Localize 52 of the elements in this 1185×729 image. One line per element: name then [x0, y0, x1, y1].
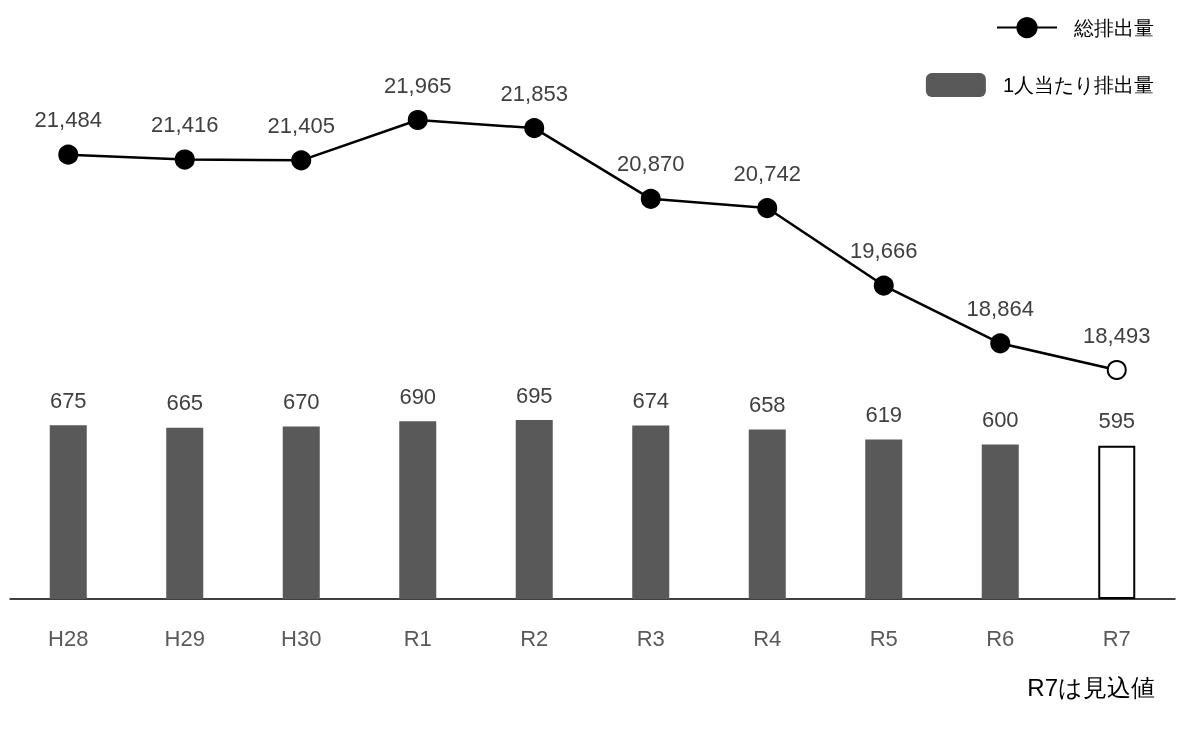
x-tick-label: H28: [48, 625, 89, 651]
data-label: 675: [49, 387, 87, 413]
x-tick-label: H30: [281, 625, 322, 651]
data-label: 20,742: [733, 160, 801, 186]
bar: [515, 420, 553, 599]
point: [524, 118, 545, 139]
data-label: 658: [748, 392, 786, 418]
x-tick-label: H29: [164, 625, 205, 651]
point: [291, 150, 312, 171]
bar: [282, 426, 320, 599]
legend-label: 1人当たり排出量: [1002, 74, 1154, 96]
x-tick-label: R4: [753, 625, 782, 651]
point: [58, 144, 79, 165]
bar: [49, 425, 87, 599]
data-label: 18,493: [1083, 322, 1151, 348]
x-tick-label: R2: [520, 625, 549, 651]
data-label: 695: [515, 382, 553, 408]
x-tick-label: R1: [403, 625, 432, 651]
data-label: 19,666: [850, 238, 918, 264]
bar: [399, 421, 437, 599]
x-tick-label: R6: [986, 625, 1015, 651]
point: [1106, 360, 1127, 380]
data-label: 600: [981, 406, 1019, 432]
data-label: 21,853: [500, 80, 568, 106]
point: [407, 110, 428, 130]
bar: [865, 439, 903, 599]
point: [174, 149, 195, 170]
point: [873, 275, 894, 296]
data-label: 674: [632, 387, 670, 413]
bar: [632, 425, 670, 599]
x-tick-label: R7: [1102, 625, 1131, 651]
bar: [166, 427, 204, 599]
data-label: 21,484: [34, 107, 102, 133]
data-label: 665: [166, 390, 204, 416]
data-label: 619: [865, 402, 903, 428]
legend-label: 総排出量: [1073, 16, 1154, 39]
bar: [748, 429, 786, 599]
point: [990, 333, 1011, 354]
x-tick-label: R3: [636, 625, 665, 651]
x-tick-label: R5: [869, 625, 898, 651]
data-label: 21,965: [384, 72, 452, 98]
data-label: 670: [282, 388, 320, 414]
data-label: 21,416: [151, 112, 219, 138]
bar: [981, 444, 1019, 599]
data-label: 18,864: [966, 295, 1034, 321]
data-label: 20,870: [617, 151, 685, 177]
data-label: 690: [399, 383, 437, 409]
data-label: 595: [1098, 408, 1136, 434]
data-label: 21,405: [267, 112, 335, 138]
point: [640, 188, 661, 209]
text: R7は見込値: [1027, 673, 1156, 701]
point: [757, 198, 778, 219]
